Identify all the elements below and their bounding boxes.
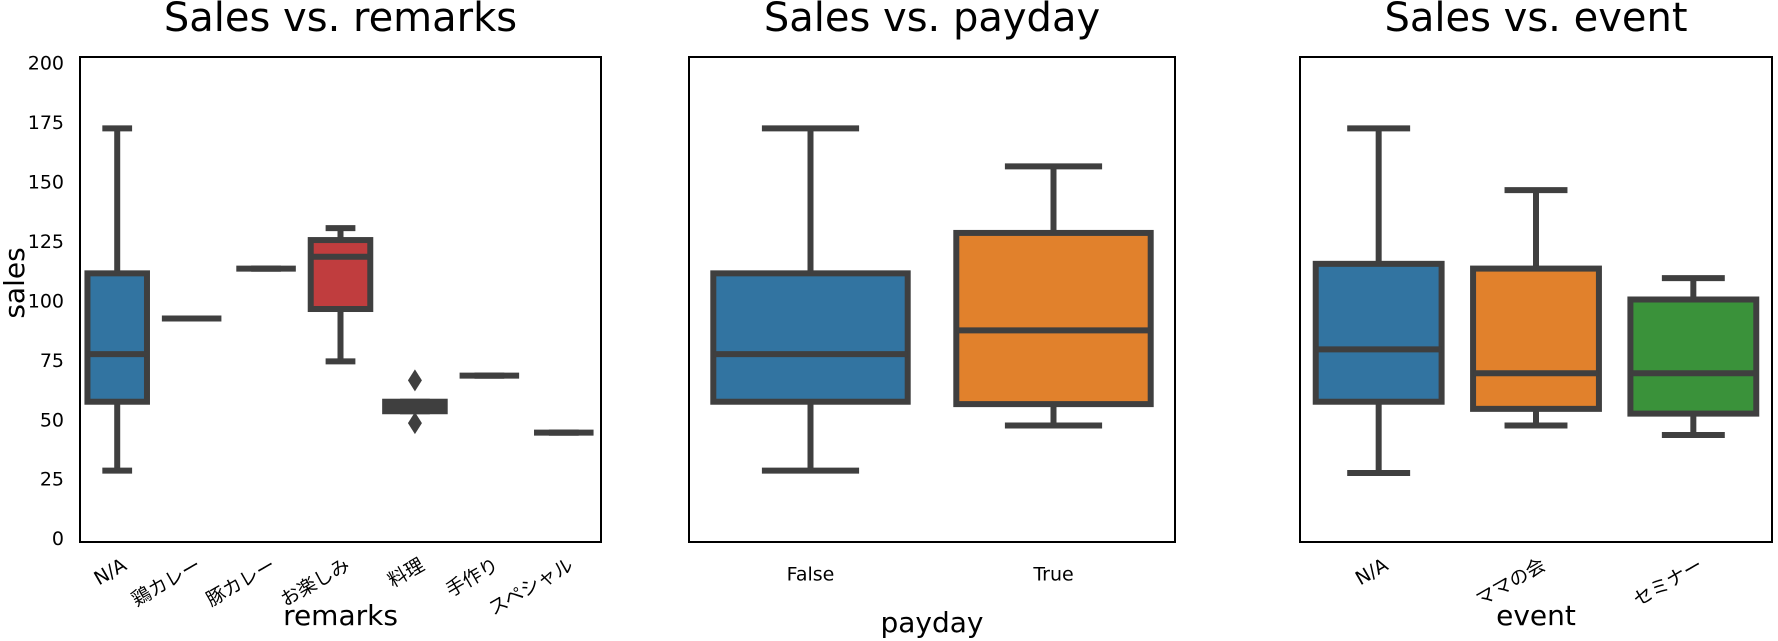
box: [710, 270, 911, 405]
x-axis-label: payday: [880, 606, 983, 639]
box: [1312, 260, 1445, 405]
box: [1470, 265, 1602, 412]
y-tick-label: 200: [28, 53, 64, 75]
flier: [407, 412, 422, 435]
y-tick-label: 150: [28, 172, 64, 194]
plot-frame: [79, 56, 602, 543]
x-axis-label: remarks: [283, 599, 398, 632]
flier: [407, 369, 422, 392]
box: [1627, 296, 1760, 417]
plot-frame: [1299, 56, 1773, 543]
chart-title: Sales vs. event: [1384, 0, 1687, 41]
y-tick-label: 25: [40, 469, 64, 491]
plot-frame: [688, 56, 1176, 543]
x-tick-label: N/A: [90, 554, 130, 590]
x-tick-label: N/A: [1352, 554, 1392, 590]
y-tick-label: 50: [40, 409, 64, 431]
x-tick-label: スペシャル: [485, 554, 577, 620]
chart-title: Sales vs. remarks: [164, 0, 517, 41]
y-tick-label: 0: [52, 528, 64, 550]
x-tick-label: 豚カレー: [202, 554, 279, 611]
box: [84, 270, 150, 405]
y-tick-label: 125: [28, 231, 64, 253]
x-axis-label: event: [1496, 599, 1576, 632]
x-tick-label: False: [787, 564, 835, 586]
x-tick-label: True: [1032, 564, 1073, 586]
y-tick-label: 75: [40, 350, 64, 372]
x-tick-label: 手作り: [442, 554, 502, 602]
x-tick-label: 鶏カレー: [128, 554, 205, 611]
x-tick-label: セミナー: [1630, 554, 1707, 611]
y-tick-label: 175: [28, 112, 64, 134]
y-axis-label: sales: [0, 247, 31, 318]
box: [307, 237, 374, 313]
box: [953, 229, 1154, 408]
x-tick-label: 料理: [384, 554, 428, 592]
y-tick-label: 100: [28, 290, 64, 312]
chart-title: Sales vs. payday: [764, 0, 1100, 41]
